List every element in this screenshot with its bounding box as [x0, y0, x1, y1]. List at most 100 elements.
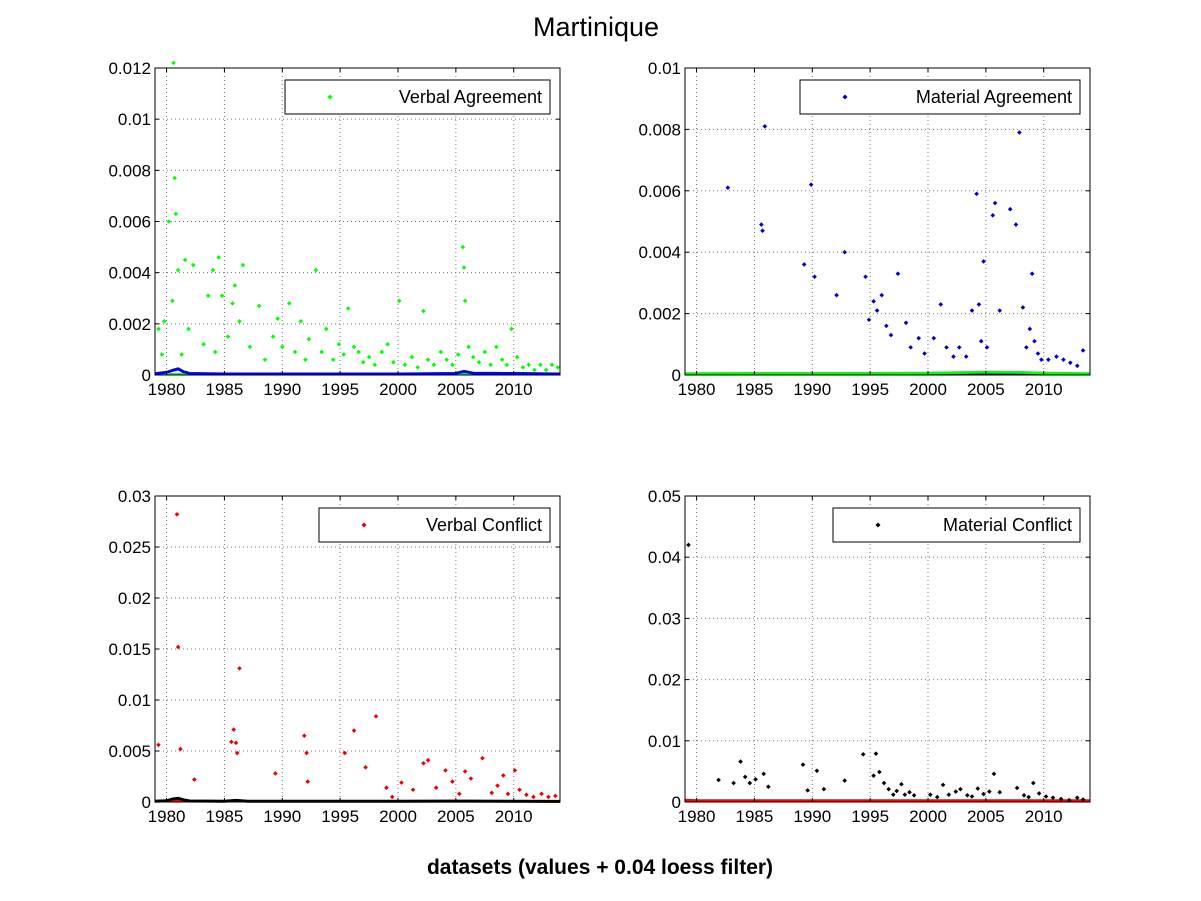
material-conflict-loess-line-top: [684, 798, 1090, 803]
material-conflict-xtick-label-1995: 1995: [851, 807, 889, 826]
material-agreement-point-49: [1068, 360, 1073, 366]
material-agreement-point-47: [1054, 354, 1059, 359]
material-agreement-point-15: [888, 332, 894, 338]
material-conflict-point-24: [907, 789, 912, 795]
verbal-agreement-point-50: [396, 298, 402, 304]
verbal-agreement-point-60: [455, 352, 461, 357]
material-agreement-point-33: [990, 213, 996, 218]
verbal-conflict-point-8: [234, 750, 240, 756]
verbal-agreement-point-73: [514, 354, 520, 360]
verbal-agreement-point-55: [425, 357, 431, 362]
material-agreement-point-13: [879, 292, 885, 298]
material-conflict-point-31: [958, 786, 963, 792]
material-conflict-ytick-label-5: 0.05: [648, 487, 681, 506]
verbal-agreement-point-22: [237, 318, 242, 324]
verbal-agreement-ytick-label-3: 0.006: [108, 213, 151, 232]
verbal-agreement-point-17: [216, 255, 221, 260]
material-conflict-point-42: [1031, 780, 1036, 786]
material-agreement-point-44: [1035, 351, 1041, 356]
verbal-agreement-point-46: [372, 362, 378, 368]
verbal-agreement-point-5: [171, 60, 176, 66]
material-conflict-point-14: [860, 751, 866, 757]
verbal-agreement-point-7: [173, 211, 179, 217]
material-conflict-point-17: [877, 769, 882, 775]
material-agreement-xtick-label-2010: 2010: [1025, 380, 1063, 399]
material-agreement-point-42: [1029, 271, 1035, 276]
verbal-agreement-point-51: [402, 362, 408, 368]
material-conflict-xtick-label-1985: 1985: [736, 807, 774, 826]
material-agreement-point-38: [1017, 130, 1022, 135]
verbal-agreement-ytick-label-4: 0.008: [108, 161, 151, 180]
material-agreement-point-45: [1039, 357, 1044, 362]
verbal-agreement-point-37: [323, 326, 329, 332]
material-agreement-point-11: [871, 299, 876, 304]
verbal-conflict-point-40: [546, 794, 551, 800]
material-conflict-point-38: [997, 789, 1003, 795]
material-conflict-point-33: [969, 794, 975, 799]
material-agreement-point-16: [895, 271, 901, 276]
verbal-agreement-ytick-label-1: 0.002: [108, 315, 151, 334]
verbal-conflict-point-10: [273, 771, 278, 776]
verbal-conflict-point-28: [462, 769, 468, 774]
verbal-agreement-point-19: [225, 334, 231, 339]
verbal-conflict-point-7: [233, 740, 239, 746]
material-conflict-point-32: [965, 792, 970, 798]
verbal-conflict-point-23: [425, 757, 431, 763]
material-agreement-point-31: [981, 259, 986, 264]
verbal-conflict-point-22: [421, 760, 426, 766]
material-conflict-axes-box: [684, 495, 1091, 803]
material-conflict-point-18: [881, 780, 887, 786]
material-conflict-ytick-label-1: 0.01: [648, 732, 681, 751]
material-agreement-point-29: [976, 302, 982, 307]
material-agreement-axes-box: [684, 67, 1091, 376]
verbal-agreement-point-28: [275, 316, 280, 322]
verbal-conflict-point-36: [517, 787, 522, 793]
material-conflict-point-19: [886, 786, 891, 792]
verbal-conflict-point-33: [501, 773, 506, 778]
material-agreement-point-4: [801, 262, 807, 267]
verbal-agreement-point-47: [379, 349, 385, 355]
verbal-agreement-point-23: [240, 262, 246, 268]
material-agreement-ytick-label-2: 0.004: [638, 243, 681, 262]
material-agreement-point-18: [908, 345, 913, 350]
material-conflict-point-9: [800, 762, 806, 767]
verbal-conflict-xtick-label-2005: 2005: [437, 807, 475, 826]
verbal-conflict-point-21: [410, 787, 416, 793]
verbal-agreement-point-45: [366, 354, 372, 360]
verbal-agreement-legend-label: Verbal Agreement: [399, 87, 542, 107]
material-conflict-point-23: [902, 792, 908, 797]
material-agreement-panel: 1980 1985 1990 1995 2000 2005 2010 0 0.002 0.004 0…: [638, 59, 1091, 399]
verbal-conflict-point-35: [512, 768, 518, 773]
verbal-agreement-point-31: [292, 349, 298, 355]
verbal-conflict-point-27: [457, 791, 462, 797]
material-agreement-point-3: [762, 124, 768, 129]
material-agreement-xtick-label-1995: 1995: [851, 380, 889, 399]
material-conflict-point-28: [940, 782, 946, 788]
verbal-agreement-legend: Verbal Agreement: [284, 79, 551, 115]
material-agreement-point-2: [760, 228, 765, 234]
material-conflict-point-13: [842, 778, 847, 783]
verbal-agreement-point-72: [509, 326, 514, 332]
material-agreement-point-22: [938, 302, 944, 307]
verbal-agreement-xtick-label-1995: 1995: [321, 380, 359, 399]
figure-title: Martinique: [533, 12, 659, 42]
verbal-agreement-points: [156, 60, 560, 373]
material-conflict-ytick-label-4: 0.04: [648, 548, 681, 567]
material-agreement-point-48: [1061, 357, 1066, 362]
verbal-conflict-panel: 1980 1985 1990 1995 2000 2005 2010 0 0.005 0.01 0.…: [108, 487, 561, 826]
verbal-conflict-point-13: [305, 779, 311, 784]
material-conflict-point-5: [747, 780, 753, 786]
material-agreement-xtick-label-2005: 2005: [967, 380, 1005, 399]
verbal-agreement-point-42: [351, 344, 357, 350]
material-agreement-point-26: [963, 354, 969, 359]
material-conflict-legend: Material Conflict: [832, 507, 1081, 543]
verbal-agreement-point-40: [341, 352, 346, 357]
material-agreement-point-14: [884, 323, 889, 329]
verbal-conflict-ytick-label-5: 0.025: [108, 538, 151, 557]
verbal-agreement-point-2: [161, 318, 167, 324]
verbal-agreement-point-57: [438, 349, 444, 355]
verbal-conflict-loess-line-top: [154, 797, 561, 803]
verbal-conflict-point-4: [192, 777, 197, 782]
material-conflict-point-10: [805, 788, 810, 793]
material-conflict-point-1: [716, 777, 721, 783]
